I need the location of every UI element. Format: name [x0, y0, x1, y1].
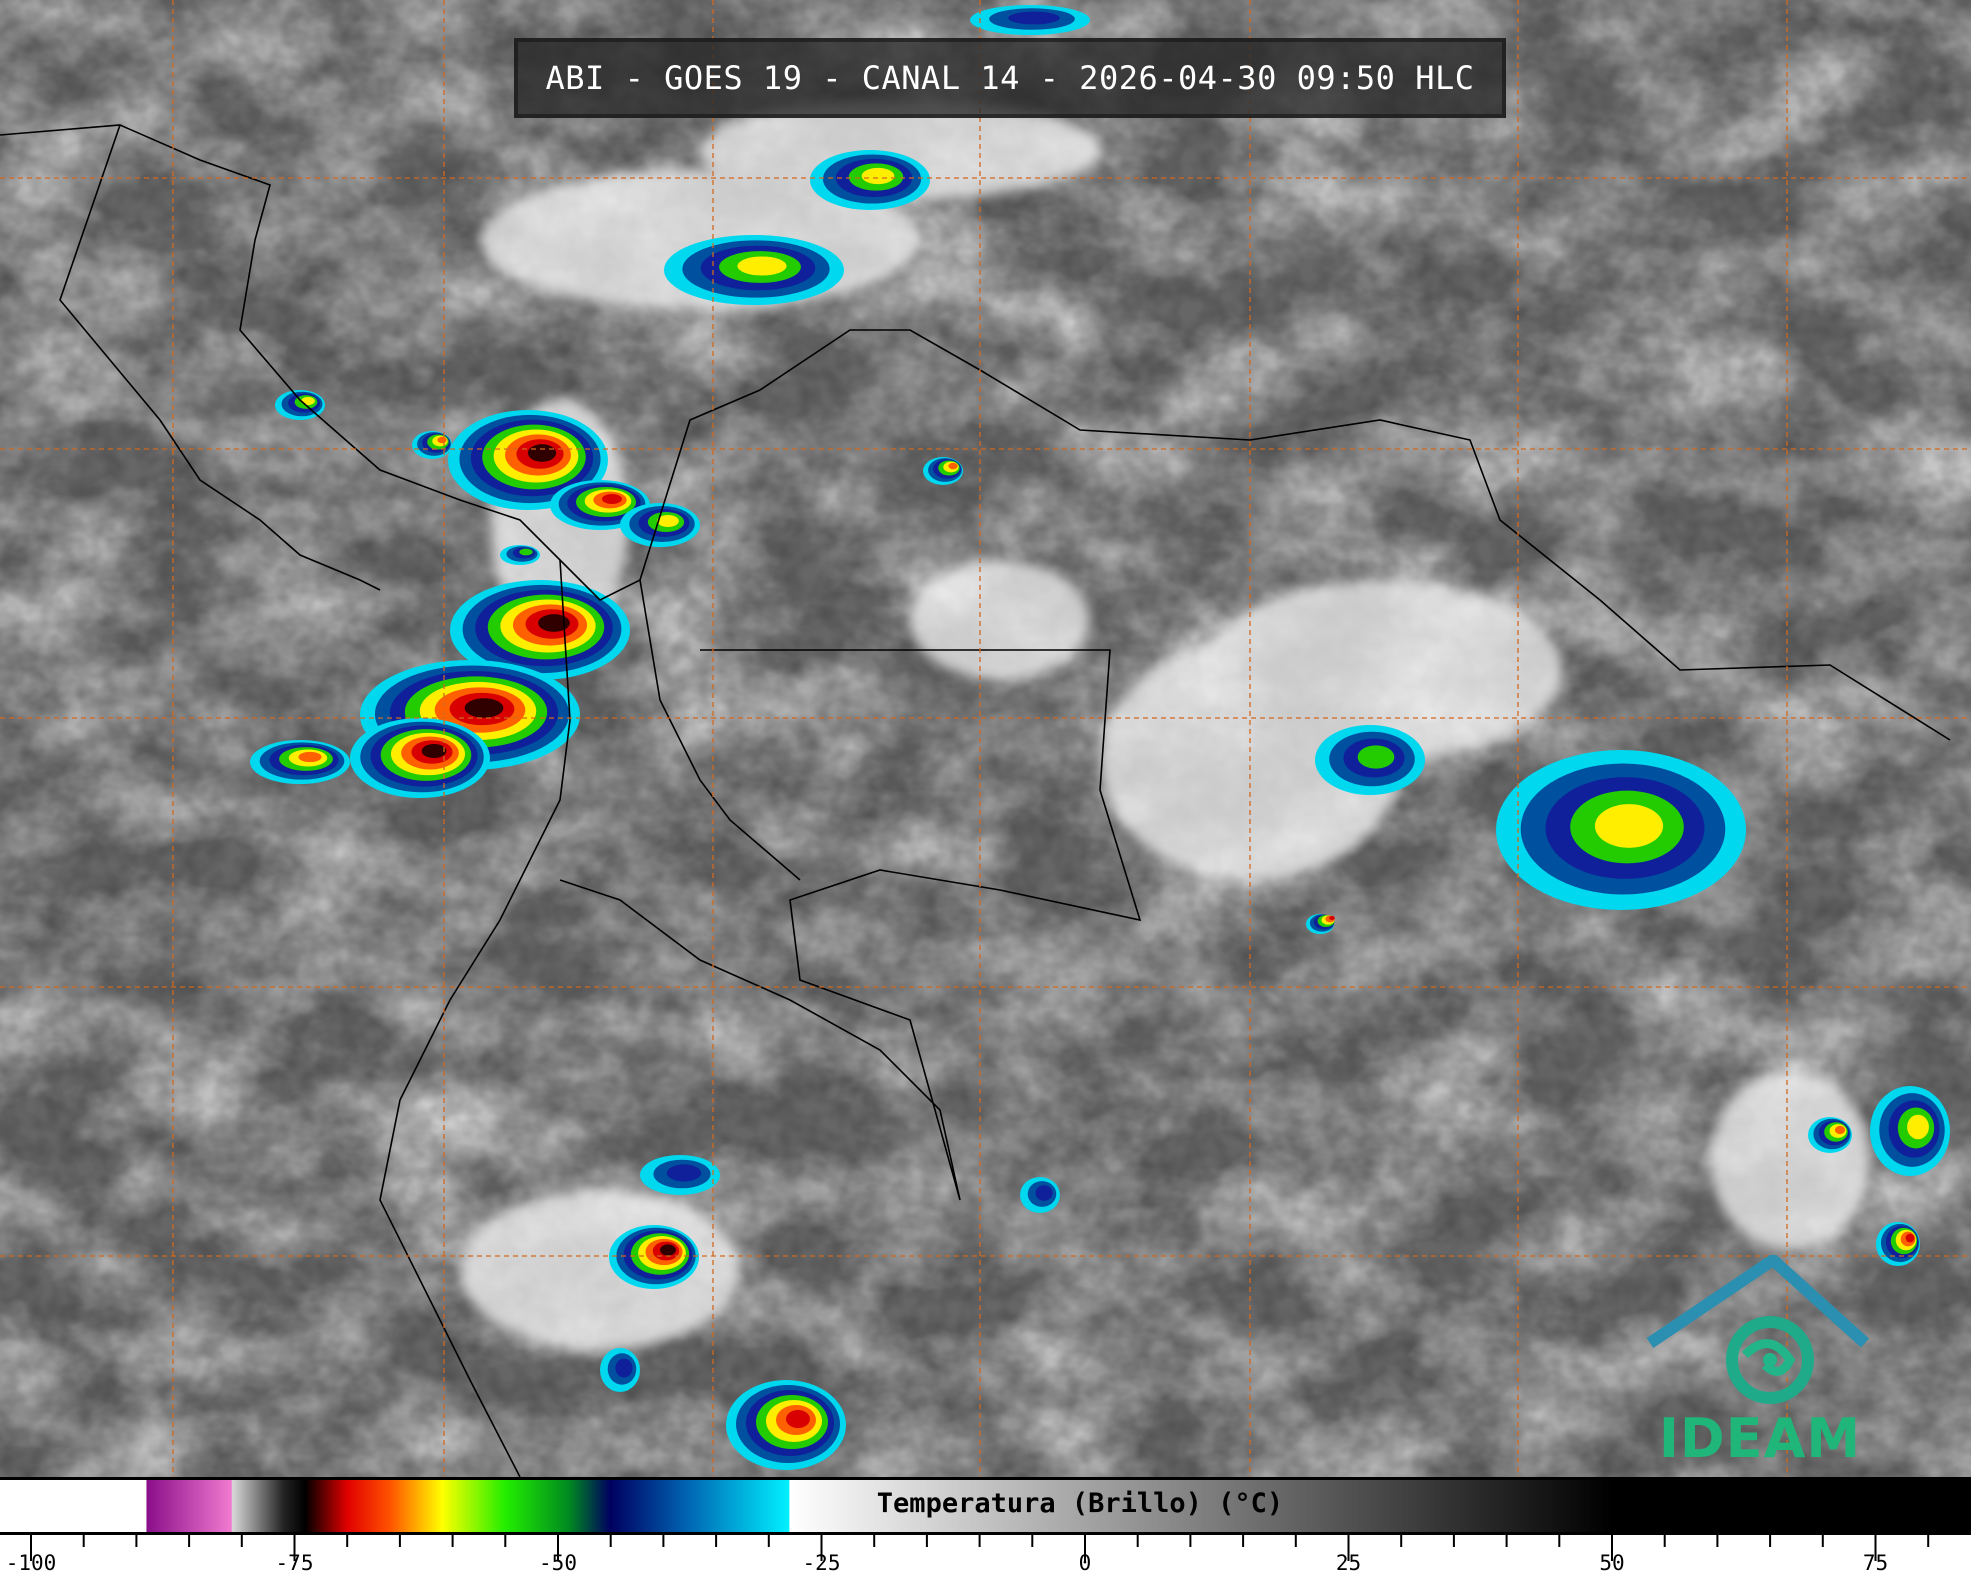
- colorbar-tick-label: -25: [802, 1551, 841, 1575]
- storm-layer: [948, 462, 958, 470]
- storm-layer: [660, 1244, 676, 1256]
- colorbar-tick-label: -100: [5, 1551, 57, 1575]
- colorbar-tick-label: 50: [1599, 1551, 1625, 1575]
- colorbar-tick-label: 75: [1862, 1551, 1889, 1575]
- storm-layer: [1357, 745, 1395, 769]
- storm-layer: [1329, 916, 1335, 920]
- storm-layer: [861, 167, 895, 185]
- colorbar-tick-label: 25: [1335, 1551, 1362, 1575]
- colorbar-ticks: [30, 1535, 1930, 1561]
- storm-layer: [464, 698, 504, 718]
- storm-layer: [298, 751, 322, 763]
- satellite-map: [0, 0, 1971, 1477]
- colorbar-legend: Temperatura (Brillo) (°C) -100 -75 -50 -25 0…: [0, 1477, 1971, 1577]
- image-title: ABI - GOES 19 - CANAL 14 - 2026-04-30 09…: [545, 59, 1475, 97]
- border-line: [59, 124, 381, 591]
- logo-text: IDEAM: [1658, 1407, 1862, 1470]
- border-line: [639, 579, 801, 881]
- storm-layer: [615, 1358, 633, 1378]
- storm-layer: [737, 256, 787, 276]
- ideam-logo: IDEAM: [1645, 1254, 1875, 1470]
- lat-lon-grid: [0, 0, 1971, 1477]
- border-line: [379, 559, 571, 1477]
- storm-layer: [527, 444, 557, 462]
- storm-layer: [1907, 1114, 1929, 1140]
- storm-layer: [519, 548, 533, 556]
- colorbar-tick-label: 0: [1078, 1551, 1092, 1575]
- storm-layer: [1905, 1233, 1915, 1243]
- storm-layer: [786, 1410, 810, 1428]
- border-line: [639, 329, 1951, 741]
- storm-layer: [657, 515, 679, 527]
- ideam-logo-icon: [1646, 1254, 1870, 1404]
- storm-layer: [1834, 1125, 1846, 1135]
- temperature-colorbar: [0, 1477, 1971, 1535]
- fine-texture: [0, 0, 1971, 1477]
- storm-layer: [666, 1164, 702, 1182]
- storm-layer: [421, 743, 447, 759]
- country-borders: [0, 124, 1951, 1477]
- storm-layer: [602, 494, 622, 504]
- colorbar-tick-label: -50: [539, 1551, 577, 1575]
- convective-storms: [250, 5, 1950, 1470]
- title-banner: ABI - GOES 19 - CANAL 14 - 2026-04-30 09…: [514, 38, 1506, 118]
- storm-layer: [538, 614, 570, 632]
- storm-layer: [1035, 1185, 1053, 1201]
- colorbar-tick-label: -75: [275, 1551, 314, 1575]
- storm-layer: [1008, 11, 1060, 25]
- storm-layer: [437, 436, 447, 444]
- storm-layer: [1594, 804, 1664, 848]
